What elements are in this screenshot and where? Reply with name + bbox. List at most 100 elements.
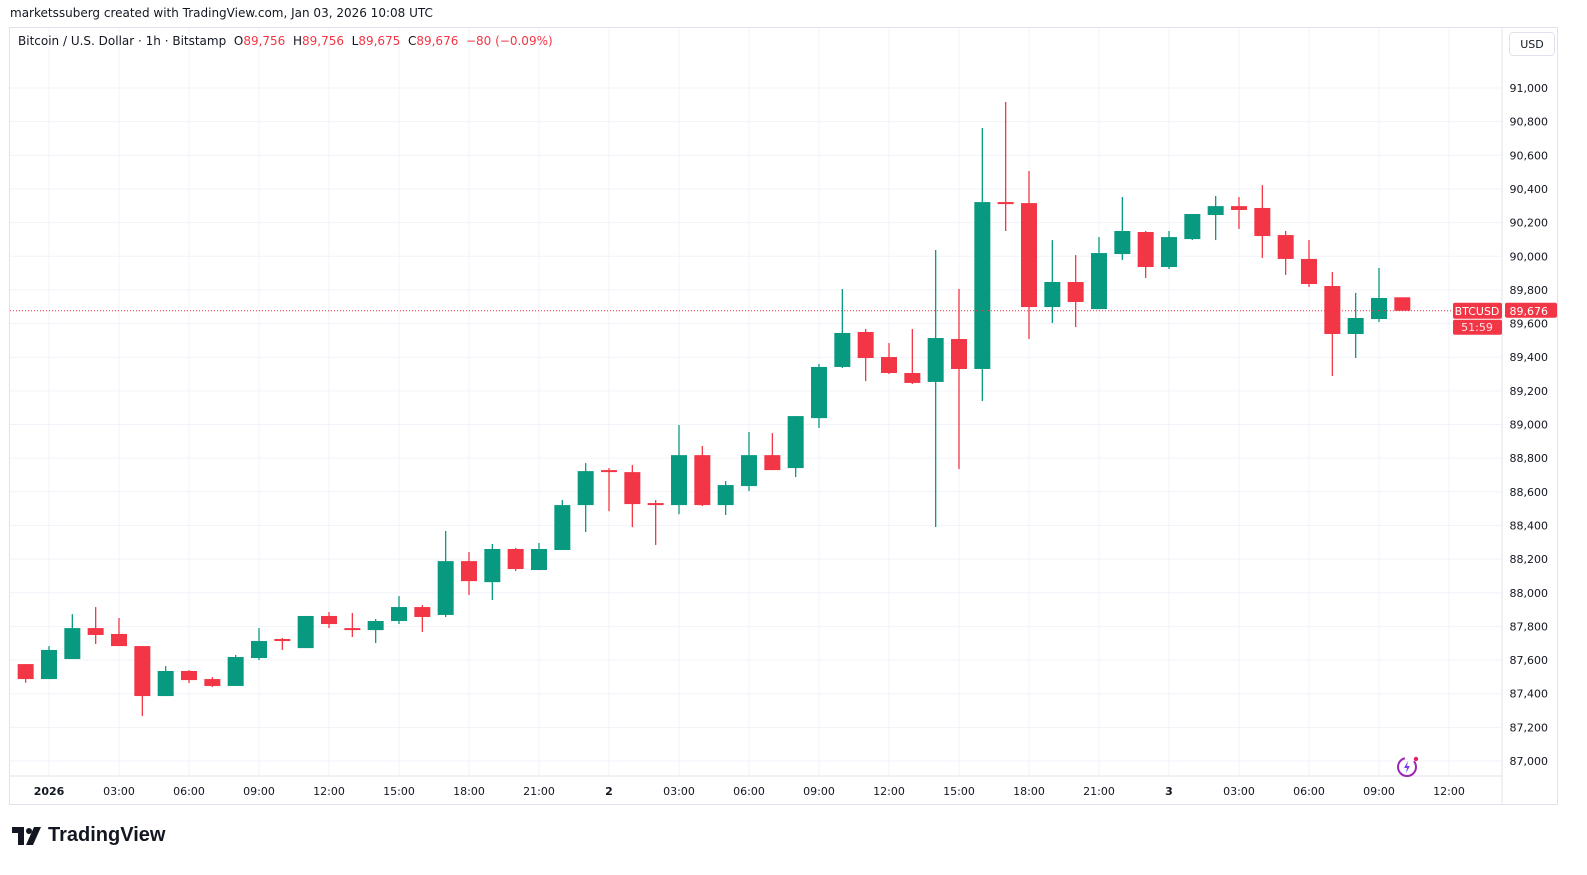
x-tick-label: 03:00 bbox=[103, 785, 135, 798]
candle-down bbox=[204, 677, 221, 687]
y-tick-label: 89,600 bbox=[1510, 318, 1549, 331]
candle-body bbox=[1044, 281, 1061, 308]
x-tick-label: 09:00 bbox=[243, 785, 275, 798]
candle-body bbox=[1184, 214, 1201, 240]
x-tick-label: 06:00 bbox=[173, 785, 205, 798]
price-tag-value: 89,676 bbox=[1510, 305, 1549, 318]
x-tick-label: 18:00 bbox=[453, 785, 485, 798]
candle-body bbox=[157, 670, 174, 697]
candle-up bbox=[437, 531, 454, 617]
candle-body bbox=[927, 338, 944, 382]
candle-down bbox=[694, 446, 711, 507]
candle-body bbox=[787, 416, 804, 469]
candle-down bbox=[1324, 272, 1341, 377]
candle-body bbox=[1114, 231, 1131, 255]
y-tick-label: 88,600 bbox=[1510, 486, 1549, 499]
low-label: L bbox=[351, 34, 359, 48]
candle-down bbox=[1137, 231, 1154, 278]
chart-credit: marketssuberg created with TradingView.c… bbox=[10, 6, 433, 20]
candle-body bbox=[1231, 206, 1247, 210]
candle-body bbox=[857, 331, 874, 359]
candle-down bbox=[951, 289, 967, 470]
y-tick-label: 90,200 bbox=[1510, 217, 1549, 230]
y-tick-label: 90,000 bbox=[1510, 250, 1549, 263]
y-tick-label: 87,200 bbox=[1510, 721, 1549, 734]
currency-button[interactable]: USD bbox=[1509, 32, 1555, 56]
candle-body bbox=[1324, 286, 1341, 334]
tradingview-logo-icon bbox=[12, 826, 41, 845]
symbol-legend: Bitcoin / U.S. Dollar · 1h · Bitstamp O8… bbox=[18, 34, 553, 48]
candle-body bbox=[484, 549, 501, 583]
candle-body bbox=[274, 639, 291, 642]
symbol-description[interactable]: Bitcoin / U.S. Dollar · 1h · Bitstamp bbox=[18, 34, 227, 48]
change-value: −80 (−0.09%) bbox=[465, 34, 553, 48]
candle-down bbox=[17, 664, 34, 683]
candle-down bbox=[321, 612, 337, 629]
candle-up bbox=[251, 628, 267, 661]
candle-up bbox=[834, 289, 851, 368]
candle-body bbox=[694, 455, 711, 506]
candle-body bbox=[1347, 317, 1364, 334]
y-tick-label: 89,800 bbox=[1510, 284, 1549, 297]
candle-body bbox=[904, 373, 921, 383]
candle-body bbox=[1254, 207, 1271, 237]
candle-body bbox=[951, 339, 967, 369]
x-tick-label: 03:00 bbox=[663, 785, 695, 798]
candle-down bbox=[624, 465, 641, 528]
candle-body bbox=[811, 366, 827, 419]
candle-body bbox=[554, 505, 571, 551]
candle-up bbox=[41, 646, 57, 680]
candle-down bbox=[414, 605, 431, 632]
x-tick-label: 3 bbox=[1165, 785, 1173, 798]
candle-up bbox=[554, 500, 571, 551]
candle-body bbox=[577, 471, 594, 506]
assistant-sparkle-icon[interactable] bbox=[1395, 754, 1421, 780]
candle-up bbox=[1184, 214, 1201, 241]
candle-body bbox=[391, 607, 407, 622]
open-label: O bbox=[233, 34, 244, 48]
x-tick-label: 12:00 bbox=[1433, 785, 1465, 798]
candle-body bbox=[1301, 258, 1317, 285]
candles bbox=[17, 101, 1411, 717]
candle-up bbox=[64, 614, 81, 660]
candle-down bbox=[601, 468, 617, 512]
candle-body bbox=[671, 455, 687, 506]
candle-body bbox=[1091, 253, 1107, 310]
candle-down bbox=[1021, 170, 1037, 340]
candle-down bbox=[181, 670, 197, 684]
candle-up bbox=[1044, 240, 1061, 324]
x-tick-label: 2 bbox=[605, 785, 613, 798]
candle-up bbox=[227, 655, 244, 686]
candle-down bbox=[274, 638, 291, 650]
candle-body bbox=[41, 649, 57, 680]
close-label: C bbox=[407, 34, 417, 48]
candle-body bbox=[204, 679, 221, 686]
y-tick-label: 89,000 bbox=[1510, 419, 1549, 432]
price-tag-bg bbox=[1505, 302, 1557, 318]
y-tick-label: 90,600 bbox=[1510, 149, 1549, 162]
y-tick-label: 87,800 bbox=[1510, 620, 1549, 633]
y-tick-label: 87,400 bbox=[1510, 688, 1549, 701]
symbol-tag-bg bbox=[1453, 302, 1502, 319]
candle-body bbox=[344, 628, 361, 631]
candle-down bbox=[881, 343, 897, 375]
candle-down bbox=[1067, 255, 1084, 328]
candle-body bbox=[297, 615, 314, 649]
x-tick-label: 15:00 bbox=[383, 785, 415, 798]
candle-down bbox=[344, 612, 361, 637]
candle-body bbox=[834, 332, 851, 367]
chart-frame bbox=[9, 27, 1558, 805]
candle-body bbox=[1394, 297, 1411, 311]
candle-up bbox=[1161, 231, 1177, 270]
candle-down bbox=[647, 500, 664, 545]
candle-up bbox=[741, 432, 757, 492]
candle-up bbox=[787, 416, 804, 477]
candle-body bbox=[601, 470, 617, 473]
candle-down bbox=[1394, 297, 1411, 311]
tradingview-logo[interactable]: TradingView bbox=[12, 824, 165, 847]
candle-up bbox=[157, 666, 174, 697]
candle-body bbox=[414, 607, 431, 617]
candle-up bbox=[974, 128, 991, 401]
candle-down bbox=[111, 617, 127, 647]
